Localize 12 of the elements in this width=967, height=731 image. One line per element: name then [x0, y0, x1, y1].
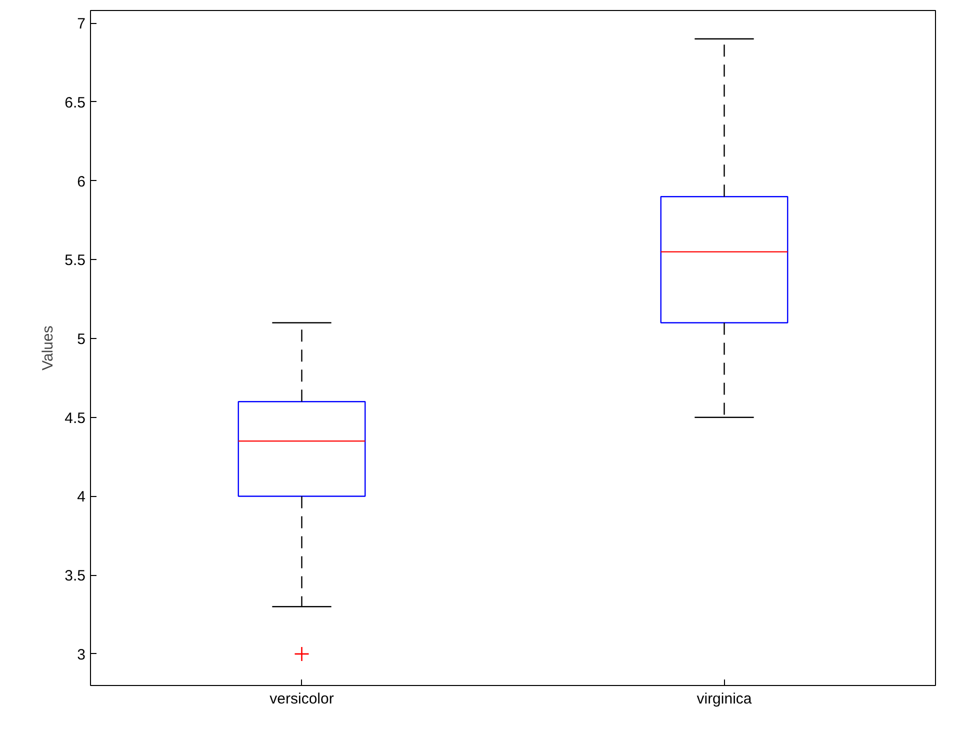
y-tick-label: 3.5 — [64, 568, 86, 585]
y-tick-label: 7 — [77, 16, 86, 33]
y-axis-title: Values — [40, 326, 57, 370]
y-tick-label: 6 — [77, 173, 86, 190]
y-tick-label: 3 — [77, 646, 86, 664]
x-tick-label: virginica — [696, 690, 752, 708]
x-tick-label: versicolor — [270, 690, 334, 708]
y-tick-label: 4.5 — [64, 410, 86, 427]
y-tick-label: 5 — [77, 331, 86, 348]
y-tick-label: 4 — [77, 488, 86, 506]
y-tick-label: 6.5 — [64, 94, 86, 112]
y-tick-label: 5.5 — [64, 252, 86, 270]
